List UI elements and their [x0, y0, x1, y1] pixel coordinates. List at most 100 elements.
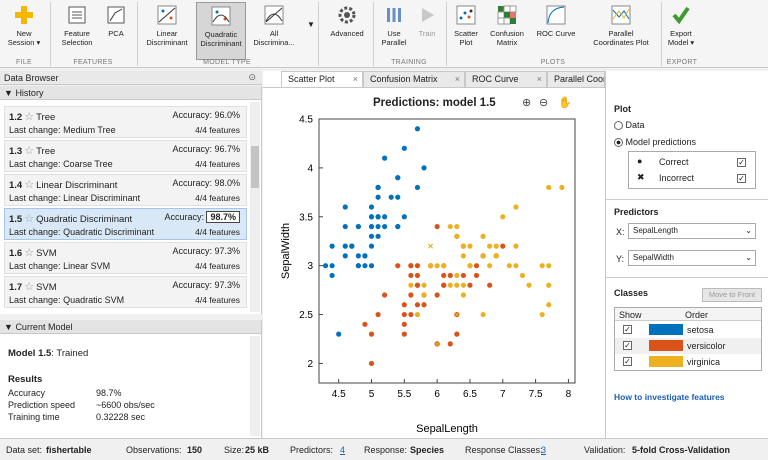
classes-table-header: Show Order — [615, 308, 761, 321]
star-icon[interactable]: ☆ — [24, 247, 35, 259]
data-point-virginica — [546, 184, 552, 191]
pan-hand-icon[interactable]: ✋ — [558, 97, 572, 109]
history-item[interactable]: 1.4 ☆ Linear Discriminant Last change: Line… — [4, 174, 247, 206]
history-scrollbar[interactable] — [250, 102, 260, 312]
history-item-id: 1.7 — [9, 282, 23, 293]
data-point-versicolor — [401, 321, 407, 327]
data-point-virginica — [500, 214, 506, 220]
section-export: EXPORT — [666, 59, 698, 66]
correct-checkbox[interactable]: ✓ — [737, 158, 746, 167]
history-scrollbar-thumb[interactable] — [251, 146, 259, 188]
how-to-investigate-link[interactable]: How to investigate features — [614, 392, 725, 402]
data-point-versicolor — [362, 321, 368, 327]
model-gallery-expand-icon[interactable]: ▼ — [307, 20, 315, 29]
response-classes-link[interactable]: 3 — [541, 445, 547, 455]
data-browser-menu-icon[interactable]: ⊙ — [248, 72, 256, 82]
last-change-label: Last change: — [9, 261, 61, 271]
move-to-front-button[interactable]: Move to Front — [702, 288, 762, 302]
history-item[interactable]: 1.2 ☆ Tree Last change: Medium Tree Accuracy… — [4, 106, 247, 138]
history-item[interactable]: 1.6 ☆ SVM Last change: Linear SVM Accuracy: … — [4, 242, 247, 274]
star-icon[interactable]: ☆ — [24, 111, 35, 123]
accuracy-value: 96.7% — [214, 144, 240, 154]
tab-confusion-matrix[interactable]: Confusion Matrix × — [363, 71, 465, 87]
data-point-setosa — [395, 194, 401, 200]
last-change-label: Last change: — [9, 295, 61, 305]
class-row[interactable]: ✓ versicolor — [615, 338, 761, 354]
history-item-id: 1.5 — [9, 214, 23, 225]
data-browser-title: Data Browser — [4, 73, 59, 83]
pca-button[interactable]: PCA — [101, 2, 131, 60]
zoom-in-icon[interactable]: ⊕ — [522, 97, 532, 109]
incorrect-label: Incorrect — [659, 173, 695, 183]
collapse-arrow-icon: ▼ — [4, 88, 13, 98]
scatter-plot-button[interactable]: Scatter Plot — [449, 2, 483, 60]
history-item-accuracy: Accuracy: 97.3% — [172, 246, 240, 256]
use-parallel-button[interactable]: Use Parallel — [377, 2, 411, 60]
quadratic-discriminant-button[interactable]: Quadratic Discriminant — [196, 2, 246, 60]
export-model-button[interactable]: Export Model ▾ — [663, 2, 699, 60]
star-icon[interactable]: ☆ — [24, 281, 35, 293]
tab-parallel-coordinates[interactable]: Parallel Coordinates Plot — [547, 71, 605, 87]
data-point-virginica — [460, 253, 467, 259]
new-session-button[interactable]: New Session ▾ — [4, 2, 44, 60]
last-change-value: Coarse Tree — [63, 159, 113, 169]
x-tick-label: 4.5 — [332, 389, 346, 400]
history-item-accuracy: Accuracy: 96.0% — [172, 110, 240, 120]
class-show-checkbox[interactable]: ✓ — [623, 357, 632, 366]
class-show-checkbox[interactable]: ✓ — [623, 325, 632, 334]
history-item-accuracy: Accuracy: 98.0% — [172, 178, 240, 188]
gear-icon — [336, 4, 358, 26]
scatter-chart[interactable]: 4.5 5 5.5 6 6.5 7 7.5 8 2 2.5 3 3.5 4 4.5 × × × SepalLe… — [263, 111, 605, 438]
current-model-title: Current Model — [15, 322, 73, 332]
class-row[interactable]: ✓ virginica — [615, 354, 761, 370]
close-icon[interactable]: × — [454, 74, 460, 84]
data-point-virginica — [454, 233, 460, 239]
close-icon[interactable]: × — [536, 74, 542, 84]
star-icon[interactable]: ☆ — [24, 179, 35, 191]
class-color-swatch — [649, 324, 683, 335]
incorrect-checkbox[interactable]: ✓ — [737, 174, 746, 183]
history-header[interactable]: ▼ History — [0, 86, 261, 100]
history-item[interactable]: 1.7 ☆ SVM Last change: Quadratic SVM Accurac… — [4, 276, 247, 308]
parallel-coordinates-button[interactable]: Parallel Coordinates Plot — [584, 2, 658, 60]
data-point-versicolor — [375, 311, 381, 318]
train-button[interactable]: Train — [413, 2, 441, 60]
data-point-versicolor — [454, 331, 460, 337]
predictors-status-link[interactable]: 4 — [340, 445, 346, 455]
roc-curve-button[interactable]: ROC Curve — [531, 2, 581, 60]
star-icon[interactable]: ☆ — [24, 213, 35, 225]
data-point-setosa — [375, 194, 381, 200]
x-predictor-select[interactable]: SepalLength ⌄ — [628, 223, 756, 239]
plot-section-label: Plot — [614, 104, 631, 114]
class-row[interactable]: ✓ setosa — [615, 322, 761, 338]
zoom-out-icon[interactable]: ⊖ — [539, 97, 549, 109]
data-point-setosa — [355, 263, 361, 269]
tab-roc-curve[interactable]: ROC Curve × — [465, 71, 547, 87]
confusion-matrix-button[interactable]: Confusion Matrix — [486, 2, 528, 60]
class-show-checkbox[interactable]: ✓ — [623, 341, 632, 350]
data-point-virginica — [434, 263, 440, 269]
feature-selection-button[interactable]: Feature Selection — [56, 2, 98, 60]
data-point-setosa — [368, 243, 375, 249]
plot-box — [318, 118, 576, 384]
accuracy-label: Accuracy: — [172, 110, 212, 120]
current-model-header[interactable]: ▼ Current Model — [0, 320, 261, 334]
star-icon[interactable]: ☆ — [24, 145, 35, 157]
advanced-button[interactable]: Advanced — [324, 2, 370, 60]
history-item-features: 4/4 features — [195, 227, 240, 237]
data-point-setosa — [329, 243, 335, 249]
data-point-setosa — [382, 214, 388, 220]
response-label: Response: — [364, 445, 408, 455]
radio-data[interactable]: Data — [614, 120, 645, 131]
y-predictor-select[interactable]: SepalWidth ⌄ — [628, 250, 756, 266]
model-name: Model 1.5 — [8, 348, 52, 359]
radio-model-predictions[interactable]: Model predictions — [614, 137, 696, 148]
linear-discriminant-button[interactable]: Linear Discriminant — [140, 2, 194, 60]
current-model-scrollbar[interactable] — [250, 336, 260, 436]
close-icon[interactable]: × — [352, 74, 358, 84]
all-discriminants-button[interactable]: All Discrimina... — [248, 2, 300, 60]
history-item[interactable]: 1.3 ☆ Tree Last change: Coarse Tree Accuracy… — [4, 140, 247, 172]
data-point-virginica — [421, 292, 427, 298]
history-item[interactable]: 1.5 ☆ Quadratic Discriminant Last change: Q… — [4, 208, 247, 240]
tab-scatter-plot[interactable]: Scatter Plot × — [281, 71, 363, 88]
